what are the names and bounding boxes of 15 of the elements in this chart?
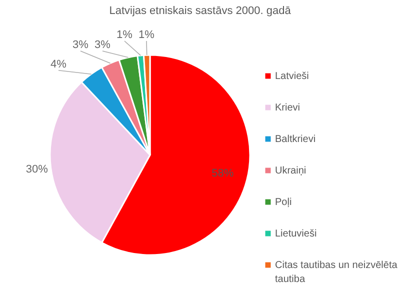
data-label: 1% [116, 29, 133, 41]
chart-title: Latvijas etniskais sastāvs 2000. gadā [109, 5, 292, 17]
legend-label: Lietuvieši [275, 228, 317, 240]
data-label: 1% [138, 29, 155, 41]
data-label: 4% [50, 58, 67, 70]
legend-label: Latvieši [275, 71, 309, 82]
data-label: 3% [94, 39, 111, 51]
legend-label: Krievi [275, 102, 300, 114]
legend-label: Citas tautibas un neizvēlēta tautiba [275, 260, 398, 285]
data-label: 30% [26, 163, 48, 176]
data-label: 58% [212, 168, 234, 180]
data-label: 3% [72, 39, 89, 51]
legend-label: Ukraiņi [275, 166, 306, 176]
legend-label: Baltkrievi [275, 134, 316, 145]
legend-label: Poļi [275, 197, 292, 208]
